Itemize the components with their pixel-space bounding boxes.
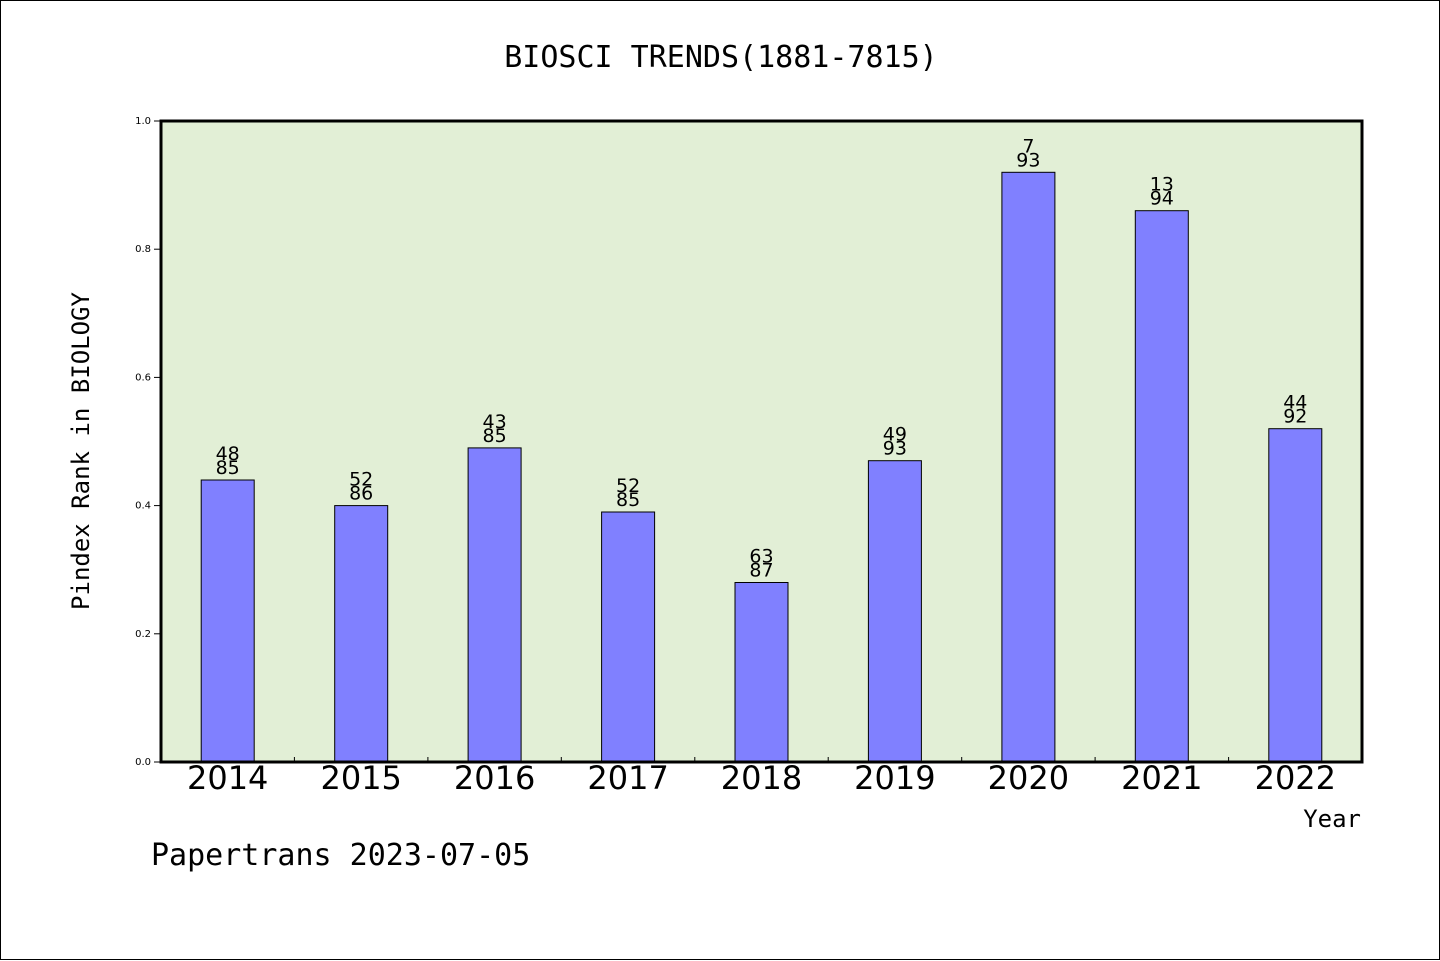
data-label-bottom-2020: 93 (1016, 149, 1040, 171)
y-axis: 0.0 0.2 0.4 0.6 0.8 1.0 (135, 116, 161, 768)
x-axis-label: Year (1303, 805, 1361, 833)
chart-title: BIOSCI TRENDS(1881-7815) (504, 40, 937, 75)
bar-2018 (734, 582, 789, 763)
y-tick-label-2: 0.4 (135, 501, 151, 512)
x-tick-label-2017: 2017 (587, 759, 668, 797)
data-label-top-2015: 52 (349, 469, 373, 491)
data-label-bottom-2021: 94 (1150, 188, 1174, 210)
data-label-bottom-2019: 93 (883, 438, 907, 460)
x-tick-label-2018: 2018 (721, 759, 802, 797)
data-label-top-2021: 13 (1150, 174, 1174, 196)
credit-text: Papertrans 2023-07-05 (151, 838, 530, 873)
bar-2016 (467, 447, 522, 763)
bar-2021 (1134, 210, 1189, 763)
data-label-bottom-2017: 85 (616, 489, 640, 511)
bar-2022 (1268, 428, 1323, 763)
bar-2017 (601, 511, 656, 763)
y-tick-label-0: 0.0 (135, 757, 151, 768)
data-label-top-2014: 48 (216, 443, 240, 465)
y-tick-label-5: 1.0 (135, 116, 151, 127)
data-label-bottom-2015: 86 (349, 483, 373, 505)
plot-border (159, 119, 1364, 764)
data-label-bottom-2016: 85 (483, 425, 507, 447)
bar-2015 (334, 505, 389, 763)
x-tick-label-2014: 2014 (187, 759, 268, 797)
data-label-bottom-2022: 92 (1283, 406, 1307, 428)
y-tick-label-4: 0.8 (135, 244, 151, 255)
x-axis: 2014 2015 2016 2017 2018 2019 2020 2021 2022 (187, 757, 1336, 797)
bar-2014 (200, 479, 255, 763)
bar-2020 (1001, 171, 1056, 763)
data-label-top-2018: 63 (749, 546, 773, 568)
bar-2019 (867, 460, 922, 763)
x-tick-label-2015: 2015 (320, 759, 401, 797)
data-label-top-2016: 43 (483, 411, 507, 433)
x-tick-label-2019: 2019 (854, 759, 935, 797)
y-tick-label-1: 0.2 (135, 629, 151, 640)
x-tick-label-2020: 2020 (988, 759, 1069, 797)
y-tick-label-3: 0.6 (135, 372, 151, 383)
data-label-top-2022: 44 (1283, 392, 1307, 414)
data-label-bottom-2018: 87 (749, 560, 773, 582)
data-label-top-2020: 7 (1022, 135, 1034, 157)
x-tick-label-2021: 2021 (1121, 759, 1202, 797)
data-label-top-2017: 52 (616, 475, 640, 497)
bars-layer (200, 171, 1323, 763)
data-label-bottom-2014: 85 (216, 457, 240, 479)
x-tick-label-2016: 2016 (454, 759, 535, 797)
data-label-top-2019: 49 (883, 424, 907, 446)
x-tick-label-2022: 2022 (1255, 759, 1336, 797)
y-axis-label: Pindex Rank in BIOLOGY (67, 292, 95, 610)
